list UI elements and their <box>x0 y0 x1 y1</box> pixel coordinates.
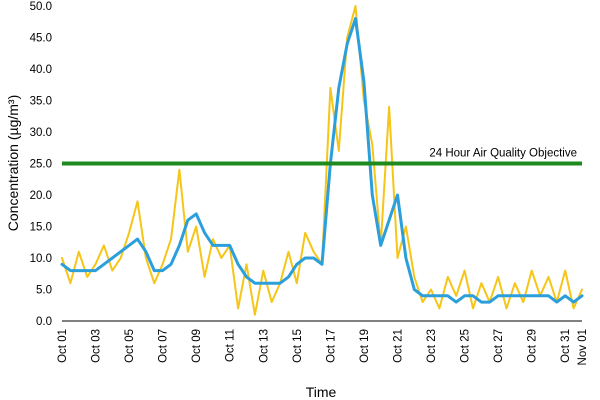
x-tick-label: Oct 11 <box>225 329 237 362</box>
x-tick-label: Oct 03 <box>91 329 103 363</box>
x-tick-label: Oct 17 <box>325 329 337 363</box>
reference-line-group: 24 Hour Air Quality Objective <box>62 148 582 166</box>
x-tick-label: Oct 27 <box>493 329 505 363</box>
y-tick-label: 25.0 <box>30 159 52 171</box>
y-tick-label: 20.0 <box>30 190 52 202</box>
x-tick-label: Oct 21 <box>392 329 404 363</box>
x-tick-label: Oct 13 <box>258 329 270 363</box>
x-tick-label: Oct 15 <box>292 329 304 363</box>
x-tick-label: Oct 07 <box>158 329 170 363</box>
rolling-average-line <box>60 17 584 304</box>
x-tick-label: Oct 29 <box>527 329 539 363</box>
air-quality-objective-label: 24 Hour Air Quality Objective <box>429 148 577 160</box>
x-tick-label: Oct 09 <box>191 329 203 363</box>
y-tick-label: 45.0 <box>30 33 52 45</box>
y-tick-label: 30.0 <box>30 127 52 139</box>
y-axis-ticks: 0.0 5.0 10.0 15.0 20.0 25.0 30.0 35.0 40.0 45.0 50… <box>30 1 52 328</box>
hourly-concentration-line <box>61 5 583 316</box>
x-tick-label: Oct 31 <box>560 329 572 363</box>
plot-area <box>60 5 584 316</box>
x-axis-label: Time <box>306 384 337 400</box>
y-tick-label: 5.0 <box>36 285 52 297</box>
x-tick-label: Oct 05 <box>124 329 136 363</box>
x-tick-label: Oct 19 <box>359 329 371 363</box>
y-tick-label: 40.0 <box>30 64 52 76</box>
x-axis-ticks: Oct 01 Oct 03 Oct 05 Oct 07 Oct 09 Oct 11 Oct … <box>57 329 589 365</box>
x-tick-label: Nov 01 <box>577 329 589 365</box>
x-tick-label: Oct 01 <box>57 329 69 363</box>
y-tick-label: 0.0 <box>36 316 52 328</box>
y-tick-label: 10.0 <box>30 253 52 265</box>
y-tick-label: 15.0 <box>30 222 52 234</box>
y-axis-label: Concentration (µg/m³) <box>5 95 21 231</box>
x-tick-label: Oct 25 <box>460 329 472 363</box>
x-tick-label: Oct 23 <box>426 329 438 363</box>
y-tick-label: 35.0 <box>30 96 52 108</box>
y-tick-label: 50.0 <box>30 1 52 13</box>
